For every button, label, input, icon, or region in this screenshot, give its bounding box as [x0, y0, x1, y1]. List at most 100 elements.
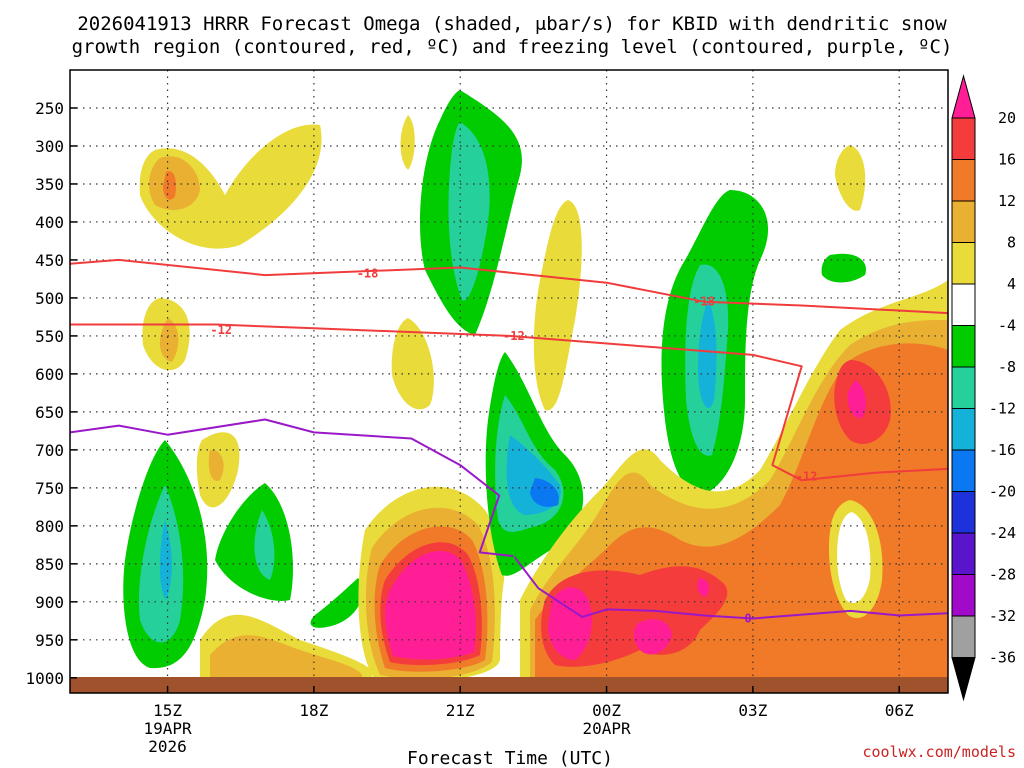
omega-shading: [123, 90, 948, 690]
colorbar-swatch: [951, 159, 976, 202]
y-tick-label: 250: [35, 99, 64, 118]
omega-region-12: [163, 171, 176, 200]
colorbar: 20 16 12 8 4 -4 -8 -12 -16 -20 -24 -28 -32 -36: [951, 74, 1016, 702]
colorbar-swatch: [951, 491, 976, 534]
omega-region-20: [633, 619, 672, 655]
omega-region-20: [548, 587, 592, 660]
x-tick-label: 06Z: [885, 701, 914, 720]
x-tick-label: 21Z: [446, 701, 475, 720]
colorbar-swatch: [951, 449, 976, 492]
y-tick-label: 350: [35, 175, 64, 194]
omega-region-20: [385, 550, 476, 660]
colorbar-label: -8: [998, 358, 1016, 376]
x-tick-label: 03Z: [738, 701, 767, 720]
omega-region-20: [847, 380, 866, 419]
y-tick-label: 800: [35, 517, 64, 536]
y-tick-label: 500: [35, 289, 64, 308]
omega-region-20: [697, 578, 710, 597]
contour-label: -12: [210, 323, 232, 337]
chart-title-line2: growth region (contoured, red, ºC) and f…: [72, 36, 953, 58]
colorbar-label: -24: [989, 524, 1016, 542]
x-tick-label: 15Z: [153, 701, 182, 720]
colorbar-label: 4: [1007, 275, 1016, 293]
colorbar-label: 20: [998, 109, 1016, 127]
colorbar-label: -36: [989, 649, 1016, 667]
omega-region-8: [210, 635, 362, 690]
plot-frame: [69, 69, 949, 694]
omega-region-8: [208, 449, 224, 481]
omega-region-4: [533, 200, 582, 411]
contour-line--18: [70, 258, 948, 315]
contour-label: |: [510, 545, 517, 559]
contour-line-0: [70, 418, 948, 620]
colorbar-label: 12: [998, 192, 1016, 210]
chart-title-line1: 2026041913 HRRR Forecast Omega (shaded, …: [77, 13, 947, 35]
x-tick-label: 19APR: [143, 719, 192, 738]
y-tick-label: 1000: [25, 669, 64, 688]
omega-region-4: [139, 124, 322, 249]
y-tick-label: 700: [35, 441, 64, 460]
x-axis-label: Forecast Time (UTC): [407, 748, 613, 768]
colorbar-swatch: [951, 200, 976, 243]
omega-region-neg8: [310, 578, 363, 628]
colorbar-label: -20: [989, 483, 1016, 501]
y-tick-label: 900: [35, 593, 64, 612]
y-tick-label: 400: [35, 213, 64, 232]
y-tick-label: 950: [35, 631, 64, 650]
colorbar-swatch: [951, 366, 976, 409]
colorbar-swatch: [951, 283, 976, 326]
y-axis: 250 300 350 400 450 500 550 600 650 700 750 800 850 9…: [25, 99, 77, 688]
x-tick-label: 18Z: [299, 701, 328, 720]
omega-region-neutral: [500, 575, 518, 685]
contours: [70, 258, 948, 620]
omega-region-4: [391, 318, 434, 410]
omega-region-neg12: [448, 122, 490, 301]
contour-label: -18: [693, 295, 715, 309]
contour-line--12: [70, 323, 948, 482]
y-tick-label: 750: [35, 479, 64, 498]
colorbar-swatch: [951, 532, 976, 575]
y-tick-label: 850: [35, 555, 64, 574]
colorbar-swatch: [951, 615, 976, 658]
omega-region-neg8: [215, 483, 293, 601]
y-tick-label: 650: [35, 403, 64, 422]
contour-label: -12: [796, 469, 818, 483]
contour-label: -12: [503, 329, 525, 343]
omega-region-4: [400, 115, 415, 170]
terrain-ground: [70, 677, 948, 693]
omega-region-4: [835, 145, 866, 211]
omega-region-neg20: [530, 478, 559, 507]
colorbar-swatch: [951, 408, 976, 451]
colorbar-label: -4: [998, 317, 1016, 335]
contour-label: -18: [357, 267, 379, 281]
omega-region-8: [159, 318, 179, 362]
colorbar-label: -16: [989, 441, 1016, 459]
y-tick-label: 300: [35, 137, 64, 156]
colorbar-label: 16: [998, 151, 1016, 169]
omega-region-neg16: [698, 300, 717, 409]
colorbar-label: 8: [1007, 234, 1016, 252]
omega-region-neg12: [254, 510, 275, 580]
x-tick-label: 2026: [148, 737, 187, 756]
colorbar-top-arrow: [951, 74, 976, 119]
colorbar-label: -28: [989, 566, 1016, 584]
credit-text: coolwx.com/models: [862, 743, 1016, 761]
y-tick-label: 550: [35, 327, 64, 346]
colorbar-swatch: [951, 242, 976, 285]
colorbar-label: -12: [989, 400, 1016, 418]
contour-labels: -18 -18 -12 -12 -12 0 |: [210, 267, 818, 626]
y-tick-label: 600: [35, 365, 64, 384]
colorbar-swatch: [951, 325, 976, 368]
omega-region-neg16: [159, 520, 172, 600]
omega-region-neg8: [821, 253, 866, 283]
colorbar-label: -32: [989, 607, 1016, 625]
x-tick-label: 00Z: [592, 701, 621, 720]
omega-region-neutral: [837, 512, 871, 604]
colorbar-bottom-arrow: [951, 657, 976, 702]
colorbar-swatch: [951, 574, 976, 617]
contour-label: 0: [744, 612, 751, 626]
x-tick-label: 20APR: [582, 719, 631, 738]
colorbar-swatch: [951, 117, 976, 160]
